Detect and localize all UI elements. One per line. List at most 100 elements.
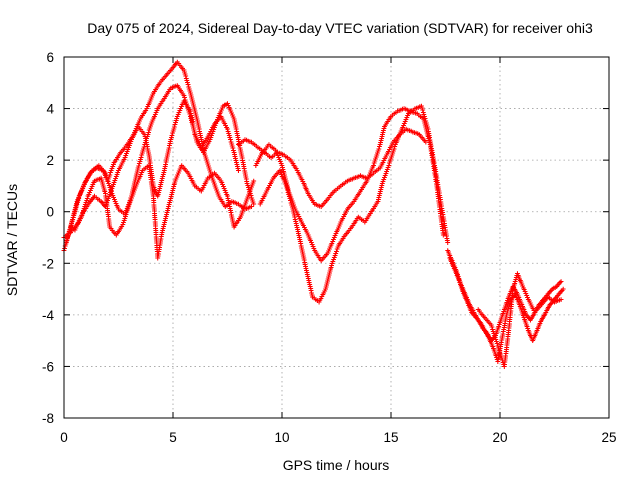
trace-marker: + bbox=[416, 103, 422, 113]
trace-marker: + bbox=[261, 193, 267, 203]
trace-marker: + bbox=[392, 137, 398, 147]
trace-marker: + bbox=[500, 332, 506, 342]
data-point: + bbox=[452, 264, 458, 274]
trace-marker: + bbox=[243, 171, 249, 181]
trace-marker: + bbox=[170, 83, 176, 93]
trace-marker: + bbox=[99, 178, 105, 188]
trace-marker: + bbox=[235, 133, 241, 143]
trace-marker: + bbox=[264, 144, 270, 154]
trace-marker: + bbox=[68, 222, 74, 232]
trace-marker: + bbox=[230, 142, 236, 152]
trace-marker: + bbox=[196, 125, 202, 135]
trace-marker: + bbox=[326, 273, 332, 283]
trace-marker: + bbox=[496, 322, 502, 332]
trace-marker: + bbox=[320, 291, 326, 301]
trace-marker: + bbox=[200, 144, 206, 154]
trace-marker: + bbox=[82, 203, 88, 213]
trace-marker: + bbox=[339, 236, 345, 246]
trace-marker: + bbox=[296, 229, 302, 239]
trace-marker: + bbox=[349, 200, 355, 210]
trace-marker: + bbox=[130, 134, 136, 144]
trace-marker: + bbox=[179, 103, 185, 113]
trace-marker: + bbox=[402, 126, 408, 136]
trace-marker: + bbox=[313, 248, 319, 258]
data-point: + bbox=[484, 329, 490, 339]
trace-marker: + bbox=[116, 152, 122, 162]
trace-marker: + bbox=[91, 194, 97, 204]
trace-marker: + bbox=[153, 224, 159, 234]
trace-marker: + bbox=[85, 201, 91, 211]
data-point: + bbox=[305, 190, 311, 200]
trace-marker: + bbox=[424, 119, 430, 129]
data-point: + bbox=[460, 288, 466, 298]
trace-marker: + bbox=[510, 292, 516, 302]
trace-marker: + bbox=[533, 307, 539, 317]
trace-marker: + bbox=[522, 315, 528, 325]
trace-marker: + bbox=[509, 294, 515, 304]
trace-marker: + bbox=[440, 209, 446, 219]
trace-marker: + bbox=[73, 224, 79, 234]
trace-marker: + bbox=[534, 305, 540, 315]
trace-marker: + bbox=[489, 323, 495, 333]
trace-marker: + bbox=[293, 215, 299, 225]
trace-marker: + bbox=[83, 178, 89, 188]
trace-marker: + bbox=[425, 131, 431, 141]
data-point: + bbox=[214, 117, 220, 127]
data-point: + bbox=[458, 280, 464, 290]
trace-marker: + bbox=[309, 239, 315, 249]
trace-marker: + bbox=[551, 297, 557, 307]
trace-marker: + bbox=[137, 172, 143, 182]
data-point: + bbox=[220, 102, 226, 112]
trace-marker: + bbox=[523, 317, 529, 327]
trace-marker: + bbox=[311, 244, 317, 254]
trace-marker: + bbox=[194, 136, 200, 146]
trace-marker: + bbox=[134, 168, 140, 178]
trace-marker: + bbox=[159, 77, 165, 87]
data-point: + bbox=[486, 334, 492, 344]
trace-marker: + bbox=[117, 226, 123, 236]
trace-marker: + bbox=[177, 107, 183, 117]
trace-marker: + bbox=[549, 295, 555, 305]
trace-marker: + bbox=[132, 180, 138, 190]
trace-marker: + bbox=[461, 289, 467, 299]
trace-marker: + bbox=[142, 108, 148, 118]
trace-marker: + bbox=[247, 203, 253, 213]
trace-marker: + bbox=[188, 109, 194, 119]
data-point: + bbox=[478, 319, 484, 329]
trace-marker: + bbox=[104, 175, 110, 185]
trace-marker: + bbox=[396, 133, 402, 143]
trace-marker: + bbox=[328, 192, 334, 202]
trace-marker: + bbox=[128, 138, 134, 148]
trace-marker: + bbox=[204, 143, 210, 153]
data-point: + bbox=[205, 133, 211, 143]
trace-marker: + bbox=[549, 286, 555, 296]
data-point: + bbox=[238, 213, 244, 223]
trace-marker: + bbox=[453, 268, 459, 278]
trace-marker: + bbox=[452, 262, 458, 272]
trace-marker: + bbox=[143, 134, 149, 144]
trace-marker: + bbox=[184, 102, 190, 112]
trace-marker: + bbox=[207, 173, 213, 183]
trace-marker: + bbox=[187, 173, 193, 183]
trace-marker: + bbox=[245, 204, 251, 214]
trace-marker: + bbox=[231, 221, 237, 231]
trace-marker: + bbox=[206, 137, 212, 147]
trace-marker: + bbox=[163, 212, 169, 222]
trace-marker: + bbox=[203, 152, 209, 162]
trace-marker: + bbox=[72, 224, 78, 234]
trace-marker: + bbox=[200, 183, 206, 193]
trace-marker: + bbox=[393, 139, 399, 149]
trace-marker: + bbox=[64, 237, 70, 247]
trace-marker: + bbox=[232, 119, 238, 129]
trace-marker: + bbox=[278, 168, 284, 178]
trace-marker: + bbox=[303, 183, 309, 193]
trace-marker: + bbox=[437, 207, 443, 217]
trace-marker: + bbox=[125, 146, 131, 156]
trace-marker: + bbox=[154, 107, 160, 117]
trace-marker: + bbox=[183, 98, 189, 108]
trace-marker: + bbox=[274, 170, 280, 180]
trace-marker: + bbox=[319, 292, 325, 302]
data-point: + bbox=[279, 161, 285, 171]
data-point: + bbox=[268, 154, 274, 164]
